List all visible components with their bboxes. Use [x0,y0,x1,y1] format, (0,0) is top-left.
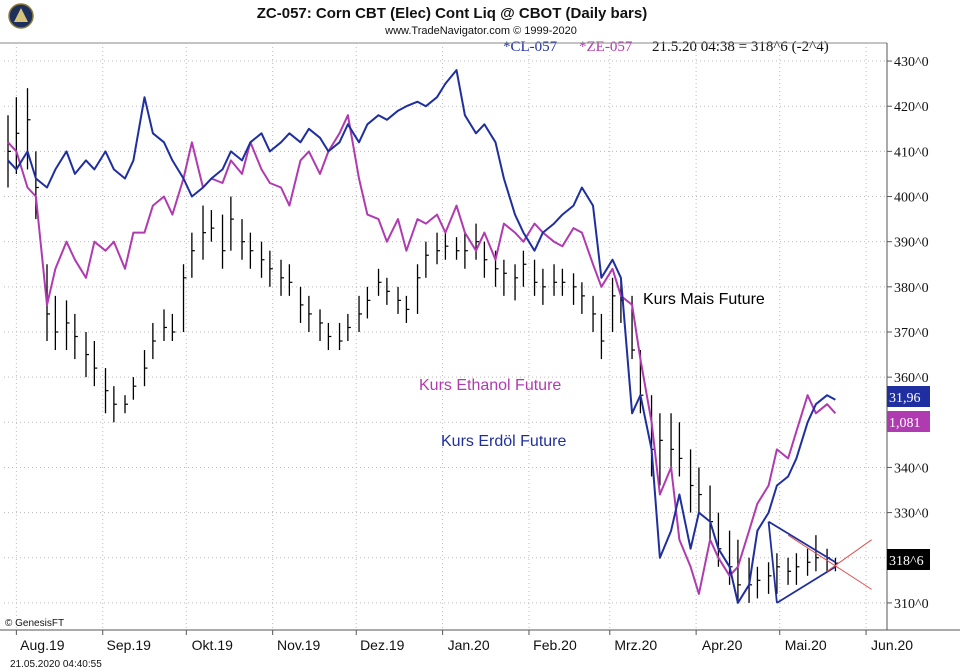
value-badge-background [887,411,930,432]
y-tick-label: 430^0 [894,55,929,70]
tradenavigator-logo [8,3,34,29]
source-credit: www.TradeNavigator.com © 1999-2020 [384,25,577,37]
legend-ethanol: *ZE-057 [579,39,633,55]
x-tick-label: Nov.19 [277,637,321,653]
x-tick-label: Mrz.20 [614,637,657,653]
x-tick-label: Apr.20 [702,637,743,653]
x-tick-label: Sep.19 [107,637,152,653]
x-tick-label: Aug.19 [20,637,65,653]
trendline-projection-up [826,539,872,572]
annotations: Kurs Mais Future Kurs Ethanol Future Kurs … [419,291,765,450]
trendline-triangle-lower [776,566,836,604]
logo-mountain-icon [14,8,28,22]
series-corn-bars [7,88,839,603]
trendline-projection-down [787,534,872,590]
x-tick-label: Mai.20 [785,637,827,653]
x-tick-label: Feb.20 [533,637,577,653]
trendline-triangle-upper [768,520,836,564]
x-tick-label: Okt.19 [192,637,233,653]
value-badge: 1,081 [887,411,930,432]
annotation-label: Kurs Ethanol Future [419,377,561,394]
value-badge-background [887,549,930,570]
series-ethanol-line [7,114,837,595]
legend-crude: *CL-057 [503,39,558,55]
x-axis-ticks: Aug.19 Sep.19 Okt.19 Nov.19 Dez.19 Jan.20 Feb.… [15,630,913,653]
trendlines [767,520,872,604]
y-tick-label: 410^0 [894,145,929,160]
y-tick-label: 330^0 [894,507,929,522]
annotation-label: Kurs Erdöl Future [441,433,566,450]
y-axis-ticks: 310^0320^0330^0340^0350^0360^0370^0380^0… [887,55,929,612]
series-crude-line [7,69,836,604]
y-tick-label: 420^0 [894,100,929,115]
y-tick-label: 340^0 [894,461,929,476]
series-layer [7,69,839,604]
value-badge-label: 31,96 [889,391,921,406]
value-badge-background [887,386,930,407]
trendline-triangle-left [767,521,778,603]
value-badge-label: 318^6 [889,554,924,569]
y-tick-label: 360^0 [894,371,929,386]
chart-title: ZC-057: Corn CBT (Elec) Cont Liq @ CBOT … [257,5,647,22]
y-tick-label: 400^0 [894,191,929,206]
y-tick-label: 380^0 [894,281,929,296]
footer-timestamp: 21.05.2020 04:40:55 [10,659,102,670]
x-tick-label: Jun.20 [871,637,913,653]
legend-readout: 21.5.20 04:38 = 318^6 (-2^4) [652,39,829,55]
x-tick-label: Jan.20 [448,637,490,653]
value-badges: 31,96 1,081 318^6 [887,386,930,570]
value-badge: 318^6 [887,549,930,570]
value-badge-label: 1,081 [889,416,921,431]
annotation-label: Kurs Mais Future [643,291,765,308]
x-tick-label: Dez.19 [360,637,405,653]
y-tick-label: 390^0 [894,236,929,251]
footer-brand: © GenesisFT [5,618,64,629]
y-tick-label: 310^0 [894,597,929,612]
value-badge: 31,96 [887,386,930,407]
y-tick-label: 370^0 [894,326,929,341]
